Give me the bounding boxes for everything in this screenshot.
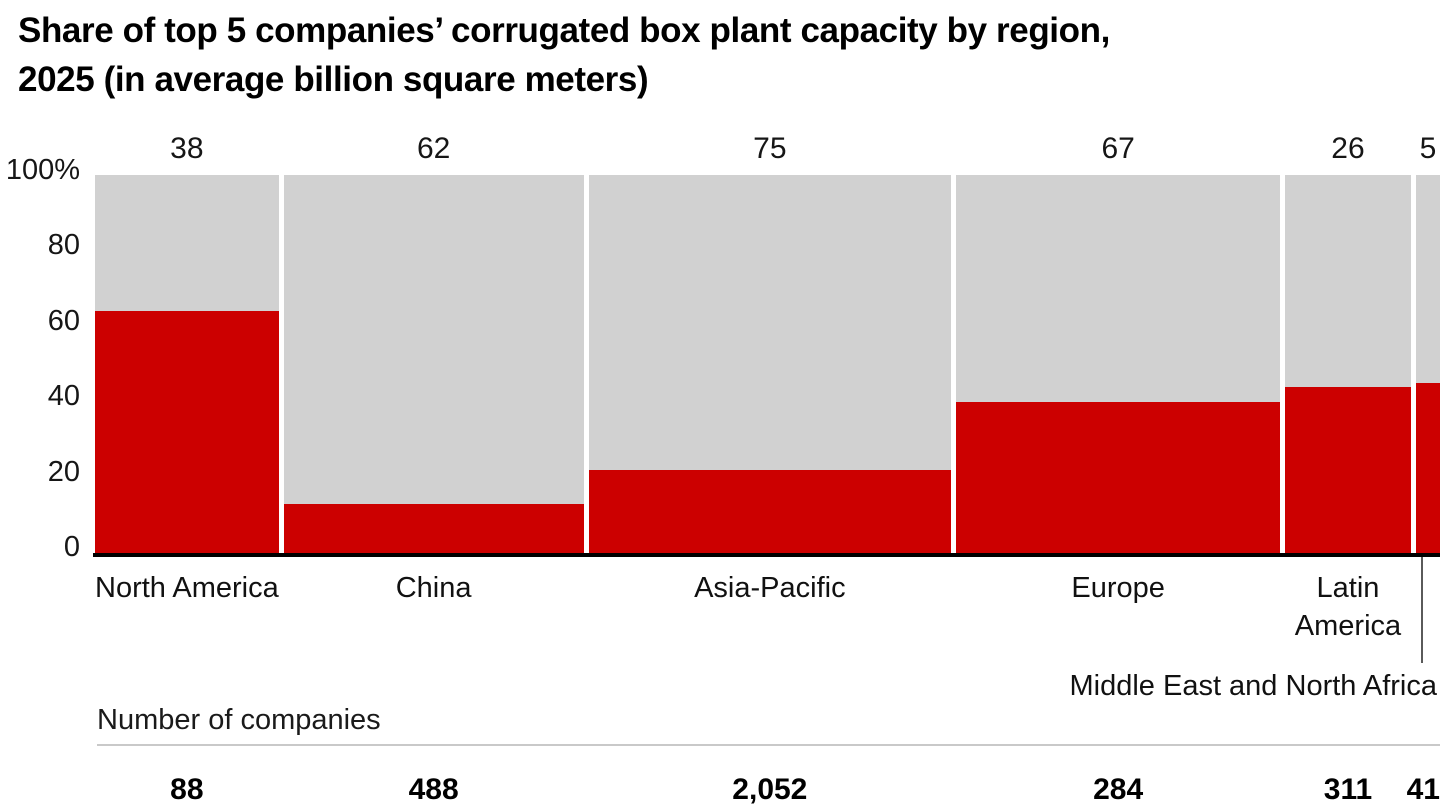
capacity-label: 26 bbox=[1331, 132, 1365, 165]
top5-share-segment bbox=[1285, 386, 1411, 553]
company-count: 488 bbox=[408, 773, 459, 806]
y-axis-tick: 80 bbox=[47, 229, 80, 262]
y-axis-tick: 20 bbox=[47, 455, 80, 488]
company-counts-row: 88 488 2,052 284 311 41 bbox=[95, 772, 1440, 808]
x-axis-label: China bbox=[395, 572, 472, 604]
y-axis-tick: 40 bbox=[47, 380, 80, 413]
others-share-segment bbox=[95, 175, 279, 553]
others-share-segment bbox=[588, 175, 952, 553]
y-axis-tick: 60 bbox=[47, 304, 80, 337]
x-axis-label-mena: Middle East and North Africa bbox=[1069, 670, 1437, 702]
mekko-column-china: 62 China bbox=[283, 130, 584, 645]
mekko-chart: 38 North America 62 China 75 Asia-Pacific 67 Eu… bbox=[95, 130, 1440, 645]
mekko-column-asia-pacific: 75 Asia-Pacific bbox=[588, 130, 952, 645]
x-axis-baseline bbox=[93, 553, 1440, 557]
top5-share-segment bbox=[588, 469, 952, 553]
company-count: 284 bbox=[1093, 773, 1144, 806]
chart-title-line1: Share of top 5 companies’ corrugated box… bbox=[18, 11, 1110, 50]
capacity-label: 5 bbox=[1419, 132, 1437, 165]
company-count: 2,052 bbox=[732, 773, 808, 806]
number-of-companies-heading: Number of companies bbox=[97, 704, 381, 736]
divider-rule bbox=[97, 744, 1440, 746]
mena-leader-line bbox=[1421, 557, 1423, 663]
capacity-label: 62 bbox=[416, 132, 451, 165]
x-axis-label: Europe bbox=[1071, 572, 1165, 604]
mekko-column-middle-east-and-north-africa: 5 bbox=[1415, 130, 1440, 645]
capacity-label: 38 bbox=[170, 132, 204, 165]
top5-share-segment bbox=[956, 401, 1281, 553]
company-count: 311 bbox=[1323, 773, 1373, 806]
company-count: 41 bbox=[1406, 773, 1440, 806]
others-share-segment bbox=[956, 175, 1281, 553]
top5-share-segment bbox=[1415, 382, 1440, 553]
chart-title-line2: 2025 (in average billion square meters) bbox=[18, 60, 649, 99]
y-axis-tick: 100% bbox=[5, 154, 80, 186]
x-axis-label: North America bbox=[95, 572, 279, 604]
x-axis-label: Latin America bbox=[1294, 572, 1402, 642]
top5-share-segment bbox=[95, 311, 279, 553]
chart-title: Share of top 5 companies’ corrugated box… bbox=[18, 6, 1110, 104]
mekko-column-north-america: 38 North America bbox=[95, 130, 279, 645]
capacity-label: 75 bbox=[753, 132, 787, 165]
mekko-column-europe: 67 Europe bbox=[956, 130, 1281, 645]
others-share-segment bbox=[1285, 175, 1411, 553]
others-share-segment bbox=[1415, 175, 1440, 553]
top5-share-segment bbox=[283, 503, 584, 553]
mekko-column-latin-america: 26 Latin America bbox=[1285, 130, 1411, 645]
company-count: 88 bbox=[170, 773, 204, 806]
y-axis-tick: 0 bbox=[63, 531, 80, 563]
others-share-segment bbox=[283, 175, 584, 553]
capacity-label: 67 bbox=[1101, 132, 1135, 165]
x-axis-label: Asia-Pacific bbox=[694, 572, 846, 604]
